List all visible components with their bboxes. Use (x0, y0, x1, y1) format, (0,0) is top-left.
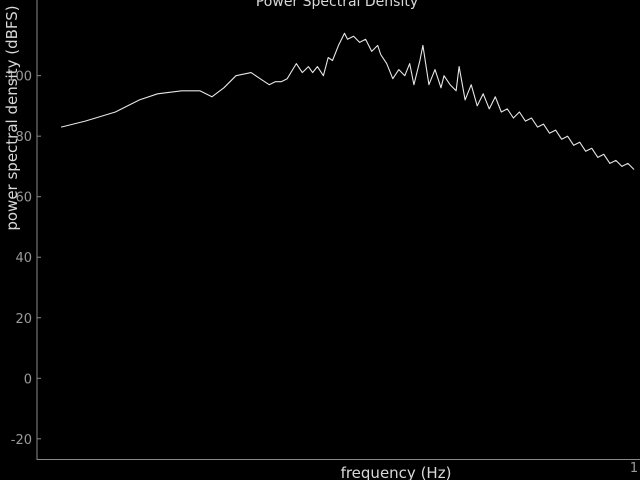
y-tick-label: 0 (24, 372, 32, 387)
y-axis-title: power spectral density (dBFS) (3, 5, 21, 230)
series-group (60, 32, 635, 170)
chart-title: Power Spectral Density (256, 0, 418, 10)
y-tick-label: 40 (15, 251, 32, 266)
psd-series-line (60, 32, 635, 170)
x-axis-title: frequency (Hz) (341, 464, 452, 480)
y-tick-label: 80 (15, 130, 32, 145)
y-axis-ticks: -20 0 20 40 60 80 100 (7, 70, 41, 448)
y-tick-label: 20 (15, 312, 32, 327)
x-tick-label: 1 (630, 461, 638, 476)
y-tick-label: -20 (11, 433, 32, 448)
y-tick-label: 60 (15, 191, 32, 206)
y-tick-label: 100 (7, 70, 32, 85)
